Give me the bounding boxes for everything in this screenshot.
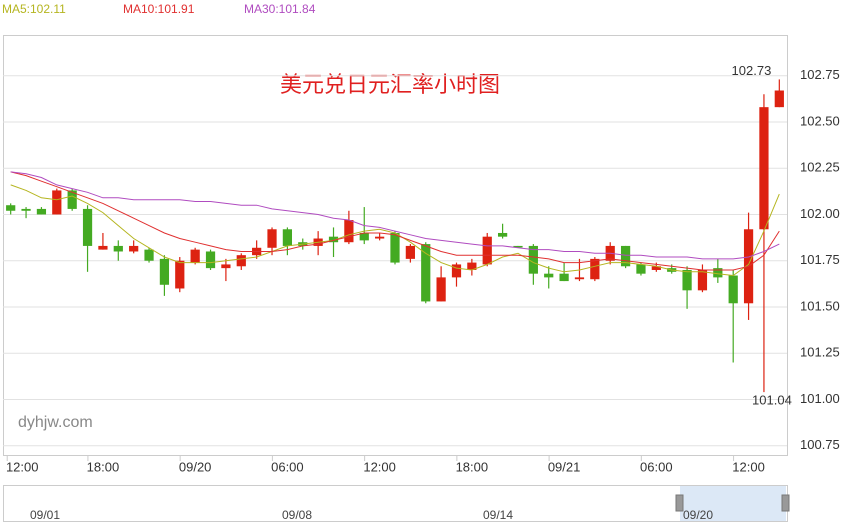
candle-body bbox=[375, 236, 385, 239]
candle-body bbox=[436, 277, 446, 302]
x-tick-label: 18:00 bbox=[456, 459, 489, 474]
candle-body bbox=[159, 258, 170, 285]
y-tick-label: 101.50 bbox=[800, 298, 840, 313]
y-tick-label: 101.25 bbox=[800, 345, 840, 360]
candle-body bbox=[528, 245, 538, 274]
candle-body bbox=[697, 269, 708, 291]
ma-line bbox=[10, 184, 780, 277]
candle-body bbox=[713, 268, 723, 278]
candle-body bbox=[113, 245, 123, 252]
x-tick-label: 06:00 bbox=[640, 459, 673, 474]
candle-body bbox=[405, 245, 415, 259]
candle-body bbox=[129, 245, 139, 252]
navigator-label: 09/20 bbox=[683, 508, 713, 522]
candle-body bbox=[267, 229, 277, 248]
watermark: dyhjw.com bbox=[18, 414, 93, 431]
candle-body bbox=[344, 220, 354, 243]
x-tick-label: 18:00 bbox=[87, 459, 120, 474]
legend-entry: MA5:102.11 bbox=[2, 2, 66, 16]
candle-body bbox=[144, 249, 154, 261]
candle-body bbox=[221, 264, 231, 269]
x-tick-label: 12:00 bbox=[6, 459, 39, 474]
candle-body bbox=[759, 107, 769, 230]
y-tick-label: 101.00 bbox=[800, 391, 840, 406]
y-tick-label: 100.75 bbox=[800, 437, 840, 452]
candle-body bbox=[328, 236, 339, 243]
legend-entry: MA10:101.91 bbox=[123, 2, 195, 16]
y-tick-label: 102.25 bbox=[800, 160, 840, 175]
candle-body bbox=[482, 236, 492, 265]
candle-body bbox=[390, 232, 400, 263]
candle-body bbox=[236, 255, 246, 267]
candle-body bbox=[205, 251, 216, 269]
ma-line bbox=[10, 171, 780, 271]
navigator-handle[interactable] bbox=[675, 494, 684, 512]
candle-body bbox=[682, 269, 692, 291]
candle-body bbox=[774, 90, 784, 108]
candle-body bbox=[282, 229, 293, 246]
candle-body bbox=[651, 266, 661, 270]
navigator-label: 09/14 bbox=[483, 508, 513, 522]
candle-body bbox=[728, 275, 738, 304]
x-tick-label: 12:00 bbox=[732, 459, 765, 474]
candle-body bbox=[574, 277, 585, 280]
chart-title: 美元兑日元汇率小时图 bbox=[280, 73, 500, 98]
candle-body bbox=[467, 262, 477, 270]
candle-body bbox=[513, 245, 523, 248]
candle-body bbox=[6, 205, 16, 211]
x-tick-label: 09/21 bbox=[548, 459, 581, 474]
candle-body bbox=[359, 232, 369, 241]
x-tick-label: 09/20 bbox=[179, 459, 212, 474]
candle-body bbox=[590, 258, 600, 280]
candle-body bbox=[67, 190, 77, 209]
x-tick-label: 12:00 bbox=[363, 459, 396, 474]
y-tick-label: 101.75 bbox=[800, 252, 840, 267]
candle-body bbox=[497, 232, 508, 237]
high-label: 102.73 bbox=[732, 63, 772, 78]
candle-body bbox=[52, 190, 62, 215]
candle-body bbox=[544, 273, 554, 278]
navigator[interactable] bbox=[3, 485, 788, 522]
navigator-label: 09/01 bbox=[30, 508, 60, 522]
navigator-label: 09/08 bbox=[282, 508, 312, 522]
y-tick-label: 102.75 bbox=[800, 67, 840, 82]
x-tick-label: 06:00 bbox=[271, 459, 304, 474]
candle-body bbox=[36, 208, 47, 215]
y-tick-label: 102.50 bbox=[800, 113, 840, 128]
candle-body bbox=[620, 245, 631, 267]
candle-body bbox=[421, 244, 431, 302]
ma-line bbox=[10, 171, 780, 260]
legend-entry: MA30:101.84 bbox=[244, 2, 316, 16]
low-label: 101.04 bbox=[752, 393, 792, 408]
candle-body bbox=[82, 208, 93, 246]
navigator-selection[interactable] bbox=[680, 486, 786, 521]
navigator-handle[interactable] bbox=[781, 494, 790, 512]
candle-body bbox=[21, 208, 31, 211]
candle-body bbox=[98, 245, 108, 250]
y-tick-label: 102.00 bbox=[800, 206, 840, 221]
candle-body bbox=[175, 260, 185, 289]
candle-body bbox=[559, 273, 569, 282]
candle-body bbox=[636, 264, 646, 274]
candle-body bbox=[190, 249, 200, 263]
candle-body bbox=[451, 264, 462, 278]
